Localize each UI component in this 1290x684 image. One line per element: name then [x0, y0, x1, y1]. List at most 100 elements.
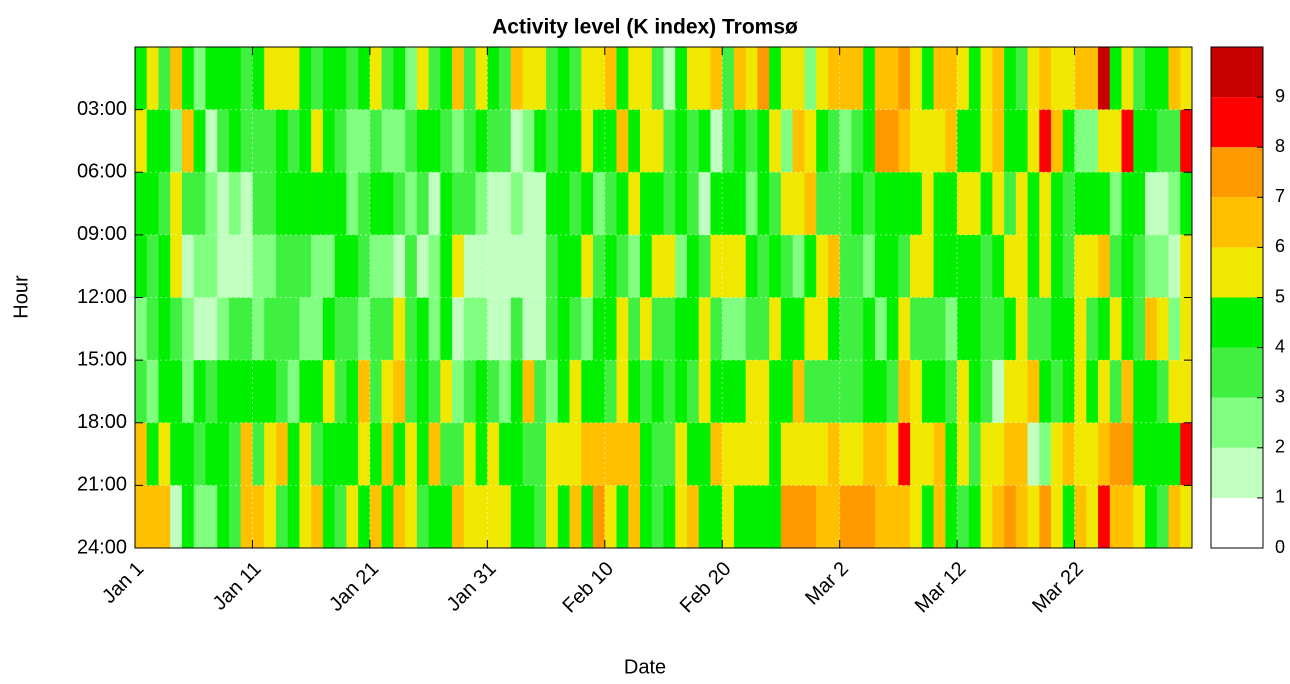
- heat-cell: [616, 297, 629, 361]
- heat-cell: [1051, 422, 1064, 486]
- heat-cell: [1004, 47, 1017, 110]
- heat-cell: [1121, 47, 1134, 110]
- heat-cell: [933, 485, 946, 549]
- heat-cell: [1133, 234, 1146, 298]
- heat-cell: [135, 172, 148, 236]
- heat-cell: [616, 109, 629, 173]
- heat-cell: [651, 297, 664, 361]
- heat-cell: [193, 234, 206, 298]
- heat-cell: [146, 422, 159, 486]
- heat-cell: [968, 234, 981, 298]
- heat-cell: [334, 234, 347, 298]
- heat-cell: [651, 109, 664, 173]
- heat-cell: [886, 109, 899, 173]
- y-tick-label: 06:00: [77, 161, 127, 183]
- heat-cell: [980, 172, 993, 236]
- heat-cell: [945, 172, 958, 236]
- heat-cell: [980, 422, 993, 486]
- heat-cell: [287, 485, 300, 549]
- heat-cell: [722, 172, 735, 236]
- heat-cell: [733, 297, 747, 361]
- heat-cell: [146, 172, 159, 236]
- heat-cell: [945, 360, 958, 424]
- heat-cell: [499, 422, 512, 486]
- heat-cell: [369, 47, 382, 110]
- heat-cell: [886, 47, 899, 110]
- heat-cell: [135, 422, 148, 486]
- heat-cell: [722, 485, 735, 549]
- heat-cell: [933, 234, 946, 298]
- heat-cell: [616, 47, 629, 110]
- heat-cell: [874, 422, 887, 486]
- heat-cell: [240, 297, 253, 361]
- heat-cell: [240, 47, 253, 110]
- heat-cell: [287, 234, 300, 298]
- heat-cell: [628, 360, 641, 424]
- heat-cell: [933, 172, 946, 236]
- heat-cell: [1168, 47, 1181, 110]
- y-tick-label: 21:00: [77, 474, 127, 496]
- heat-cell: [1015, 485, 1028, 549]
- heat-cell: [322, 172, 335, 236]
- heat-cell: [980, 234, 993, 298]
- heat-cell: [710, 47, 723, 110]
- heat-cell: [780, 422, 793, 486]
- heat-cell: [992, 297, 1005, 361]
- heat-cell: [463, 47, 476, 110]
- heat-cell: [546, 109, 559, 173]
- heat-cell: [369, 172, 382, 236]
- heat-cell: [346, 234, 359, 298]
- heat-cell: [910, 485, 923, 549]
- heat-cell: [663, 109, 676, 173]
- heat-cell: [381, 109, 394, 173]
- heat-cell: [522, 47, 535, 110]
- heat-cell: [522, 485, 535, 549]
- heat-cell: [358, 172, 371, 236]
- heat-cell: [1039, 485, 1052, 549]
- heat-cell: [264, 485, 277, 549]
- heat-cell: [851, 485, 864, 549]
- heat-cell: [1121, 297, 1134, 361]
- heat-cell: [898, 360, 911, 424]
- heat-cell: [675, 360, 688, 424]
- heat-cell: [663, 422, 676, 486]
- heat-cell: [1051, 360, 1064, 424]
- heat-cell: [733, 47, 747, 110]
- heat-cell: [992, 47, 1005, 110]
- heat-cell: [534, 297, 547, 361]
- heat-cell: [416, 47, 429, 110]
- heat-cell: [1121, 172, 1134, 236]
- heat-cell: [1133, 360, 1146, 424]
- heat-cell: [1062, 109, 1075, 173]
- heat-cell: [346, 297, 359, 361]
- heat-cell: [358, 485, 371, 549]
- heat-cell: [452, 360, 465, 424]
- heat-cell: [1168, 172, 1181, 236]
- heat-cell: [534, 47, 547, 110]
- heat-cell: [593, 297, 606, 361]
- heat-cell: [1098, 485, 1111, 549]
- heat-cell: [264, 422, 277, 486]
- heat-cell: [886, 422, 899, 486]
- heat-cell: [311, 47, 324, 110]
- x-tick-label: Mar 22: [1028, 558, 1088, 618]
- heat-cell: [1015, 172, 1028, 236]
- heat-cell: [369, 234, 382, 298]
- heat-cell: [745, 422, 758, 486]
- heat-cell: [217, 297, 230, 361]
- heat-cell: [827, 422, 840, 486]
- heat-cell: [264, 47, 277, 110]
- heat-cell: [452, 422, 465, 486]
- heat-cell: [581, 297, 594, 361]
- heat-cell: [804, 234, 817, 298]
- heat-cell: [135, 234, 148, 298]
- heat-cell: [193, 297, 206, 361]
- heat-cell: [522, 109, 535, 173]
- heat-cell: [698, 360, 711, 424]
- heat-cell: [475, 360, 488, 424]
- heat-cell: [921, 234, 934, 298]
- heat-cell: [675, 109, 688, 173]
- colorbar-tick-label: 4: [1275, 336, 1285, 356]
- heat-cell: [440, 422, 453, 486]
- heat-cell: [440, 485, 453, 549]
